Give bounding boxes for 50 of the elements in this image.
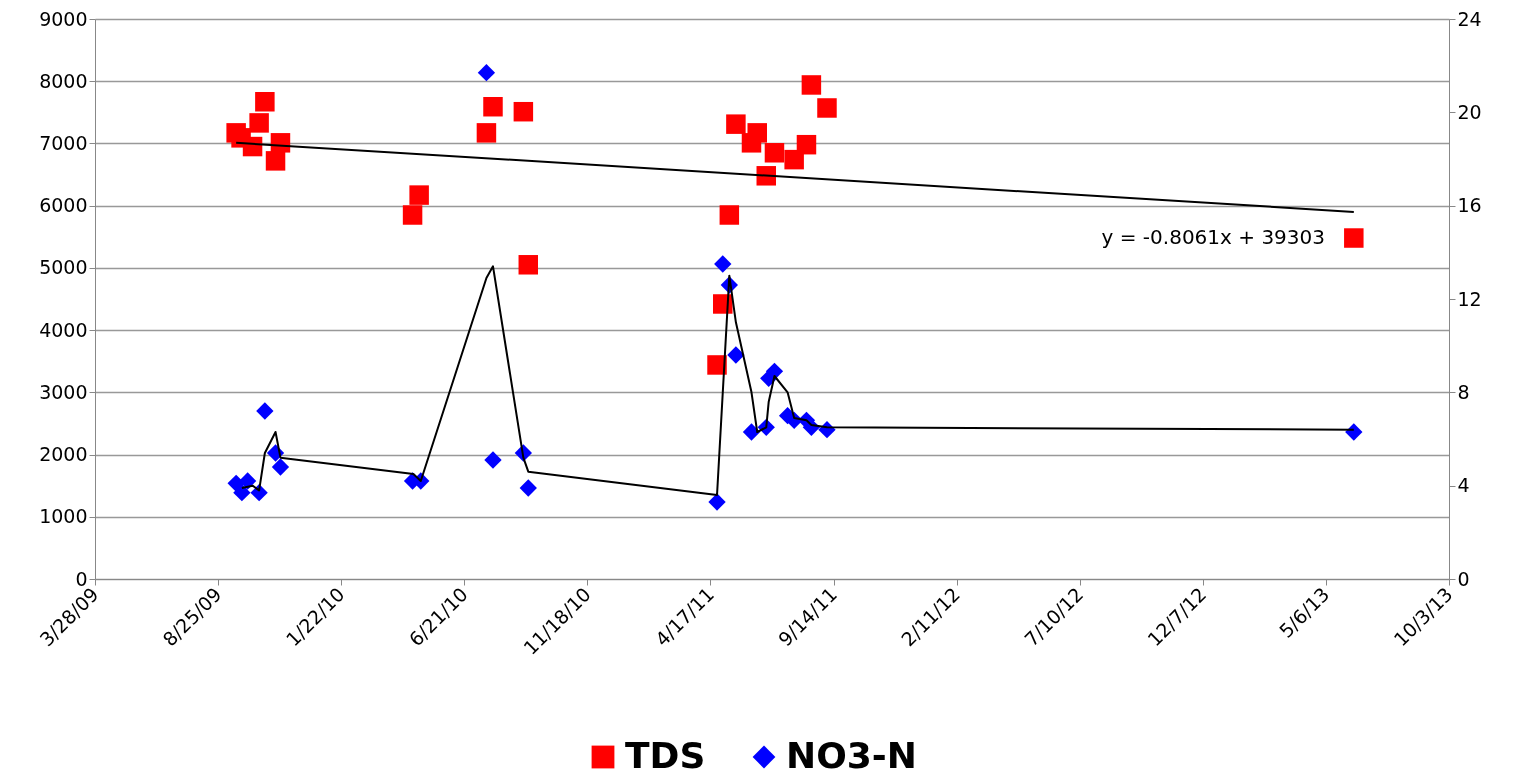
y2-tick-label: 4 [1457,474,1470,497]
legend-label: TDS [625,735,706,776]
point [727,346,745,364]
point [784,149,804,170]
point [402,205,423,225]
point [483,96,503,117]
point [271,458,290,476]
y-tick-label: 9000 [39,7,88,30]
y2-tick-label: 8 [1457,380,1470,403]
y-tick-label: 1000 [39,505,88,528]
point [796,134,817,155]
point [726,114,746,134]
point [519,479,537,497]
point [270,133,291,153]
point [484,451,502,469]
point [714,255,732,273]
point [747,123,767,143]
y-tick-label: 5000 [39,256,88,279]
y-tick-label: 8000 [39,69,88,92]
point [764,143,785,163]
point [742,423,761,441]
point [518,255,539,275]
y-tick-label: 0 [75,567,88,590]
point [801,75,822,95]
point [719,205,740,225]
point [477,64,496,82]
point [233,484,251,502]
y2-tick-label: 12 [1457,287,1482,310]
point [708,493,726,511]
point [513,101,534,122]
y-tick-label: 4000 [39,318,88,341]
y-tick-label: 6000 [39,194,88,217]
point [476,123,497,143]
point [249,113,269,133]
y2-tick-label: 20 [1457,100,1482,123]
y2-tick-label: 0 [1457,567,1470,590]
point [238,472,257,490]
point [255,92,275,112]
point [265,151,286,171]
point [409,185,429,205]
y-tick-label: 7000 [39,131,88,154]
point [817,98,837,118]
y-tick-label: 3000 [39,380,88,403]
y2-tick-label: 24 [1457,7,1482,30]
y2-tick-label: 16 [1457,194,1482,217]
point [1344,228,1364,248]
point [256,402,274,420]
annotation: y = -0.8061x + 39303 [1101,225,1325,249]
y-tick-label: 2000 [39,443,88,466]
legend-label: NO3-N [786,735,917,776]
